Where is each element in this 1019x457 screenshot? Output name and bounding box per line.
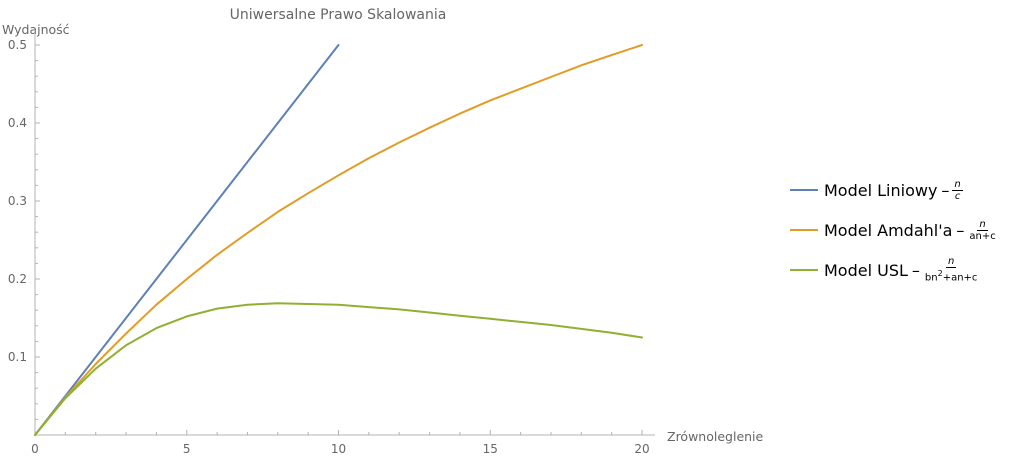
legend-dash: –	[941, 180, 950, 200]
formula-denominator-base: bn	[924, 272, 938, 284]
formula-amdahl: n an+c	[967, 219, 997, 242]
x-tick-label: 10	[331, 442, 346, 456]
formula-denominator-rest: +an+c	[942, 272, 978, 284]
formula-denominator-text: c	[954, 190, 961, 202]
legend-label-amdahl: Model Amdahl'a	[824, 220, 953, 240]
formula-linear: n c	[952, 178, 963, 202]
x-tick-label: 15	[483, 442, 498, 456]
y-tick-label: 0.1	[8, 350, 27, 364]
formula-denominator-exponent: 2	[937, 269, 943, 279]
legend-item-amdahl[interactable]: Model Amdahl'a – n an+c	[790, 210, 1015, 250]
y-tick-label: 0.3	[8, 194, 27, 208]
legend-swatch-linear	[790, 189, 818, 191]
y-tick-label: 0.4	[8, 116, 27, 130]
chart-title: Uniwersalne Prawo Skalowania	[230, 7, 447, 23]
ticks-layer: 5 10 15 20 0.1 0.2 0.3 0.4 0.5 0	[8, 38, 650, 456]
legend-item-usl[interactable]: Model USL – n bn2+an+c	[790, 250, 1015, 290]
x-tick-label-origin: 0	[31, 442, 39, 456]
formula-numerator: n	[977, 218, 988, 231]
x-tick-label: 5	[183, 442, 191, 456]
series-line-linear	[34, 44, 340, 436]
series-layer	[34, 44, 643, 436]
legend-dash: –	[911, 260, 920, 280]
y-tick-label: 0.2	[8, 272, 27, 286]
legend: Model Liniowy – n c Model Amdahl'a – n a…	[790, 170, 1015, 290]
formula-denominator: c	[953, 191, 963, 202]
legend-swatch-amdahl	[790, 229, 818, 231]
series-line-usl	[34, 302, 643, 436]
formula-numerator: n	[945, 256, 957, 269]
legend-label-usl: Model USL	[824, 260, 908, 280]
legend-label-linear: Model Liniowy	[824, 180, 938, 200]
y-tick-label: 0.5	[8, 38, 27, 52]
formula-denominator: an+c	[969, 230, 996, 242]
series-line-amdahl	[34, 44, 643, 436]
y-axis-title: Wydajność	[2, 22, 70, 37]
legend-dash: –	[956, 220, 965, 240]
legend-item-linear[interactable]: Model Liniowy – n c	[790, 170, 1015, 210]
formula-usl: n bn2+an+c	[923, 256, 980, 283]
legend-swatch-usl	[790, 269, 818, 271]
x-axis-title: Zrównoleglenie	[667, 429, 764, 444]
formula-denominator: bn2+an+c	[923, 268, 980, 283]
formula-numerator: n	[952, 178, 963, 191]
x-tick-label: 20	[634, 442, 649, 456]
